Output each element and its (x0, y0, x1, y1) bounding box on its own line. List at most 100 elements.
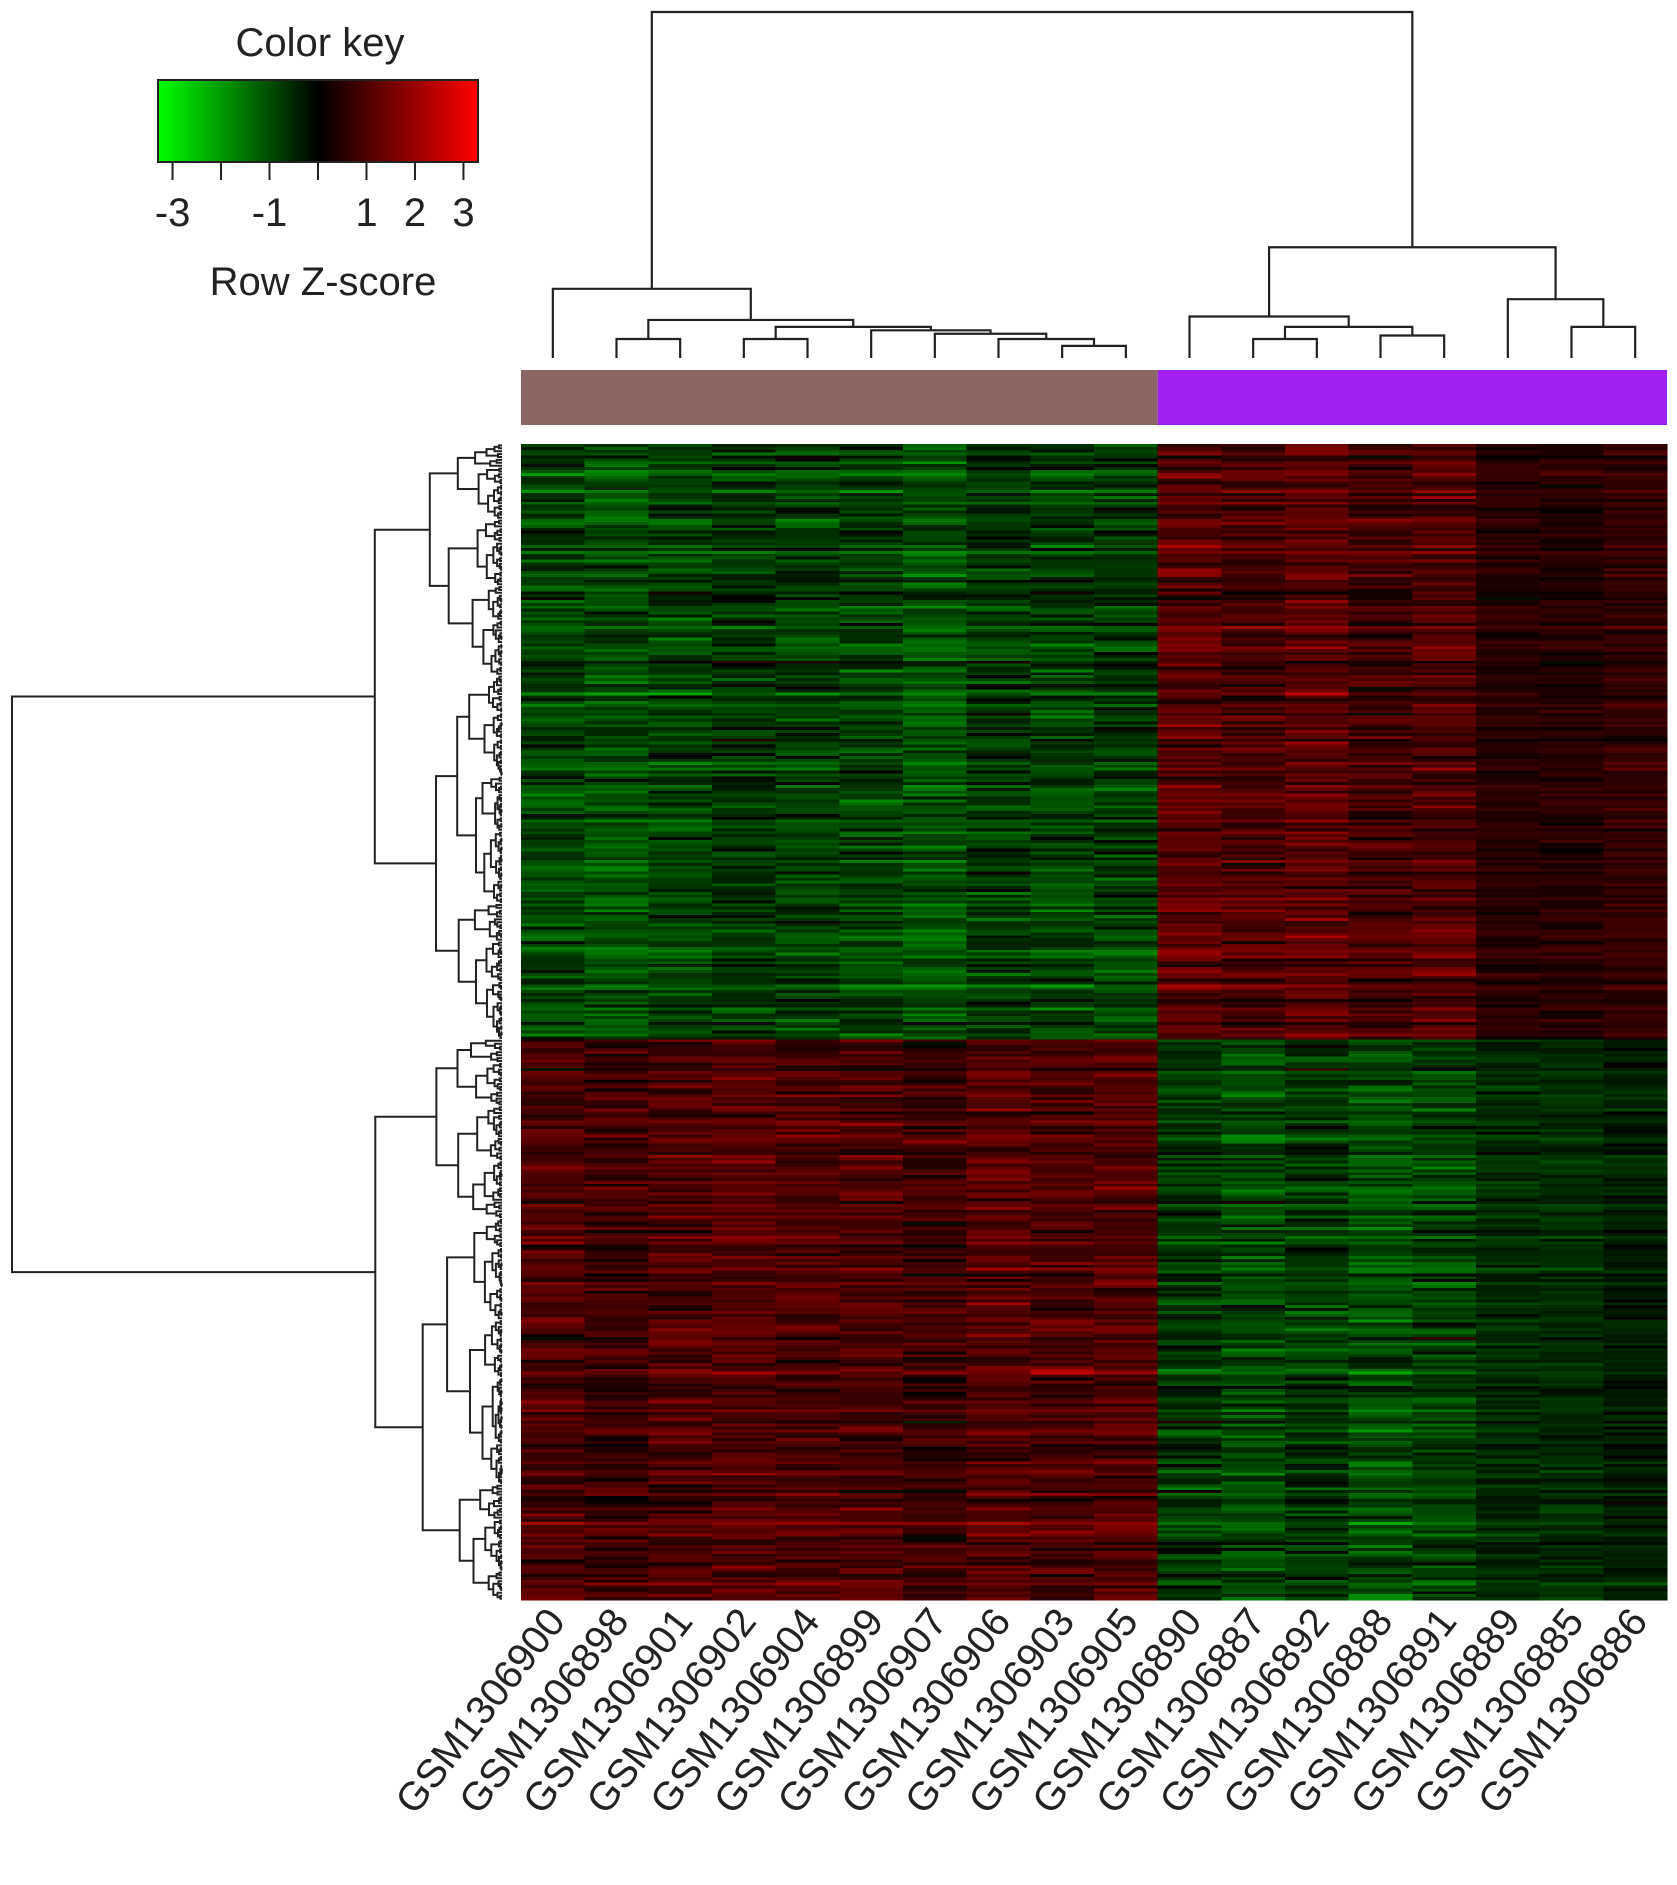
heatmap-cell (903, 979, 967, 982)
heatmap-cell (839, 970, 903, 973)
heatmap-cell (648, 768, 712, 771)
heatmap-cell (1158, 1143, 1222, 1146)
heatmap-cell (585, 814, 649, 817)
heatmap-cell (1349, 1155, 1413, 1158)
row-dendrogram-link (475, 910, 490, 929)
heatmap-cell (585, 1083, 649, 1086)
heatmap-cell (903, 464, 967, 467)
heatmap-cell (903, 583, 967, 586)
heatmap-cell (1158, 776, 1222, 779)
heatmap-cell (712, 528, 776, 531)
heatmap-cell (967, 464, 1031, 467)
heatmap-cell (839, 938, 903, 941)
heatmap-cell (1030, 976, 1094, 979)
heatmap-cell (1540, 811, 1604, 814)
heatmap-cell (1030, 1126, 1094, 1129)
heatmap-cell (1094, 502, 1158, 505)
heatmap-cell (1030, 675, 1094, 678)
heatmap-cell (1285, 1109, 1349, 1112)
heatmap-cell (839, 984, 903, 987)
heatmap-cell (1030, 1045, 1094, 1048)
heatmap-cell (1412, 904, 1476, 907)
heatmap-cell (648, 935, 712, 938)
heatmap-cell (1285, 1132, 1349, 1135)
heatmap-cell (1094, 1161, 1158, 1164)
heatmap-cell (1540, 617, 1604, 620)
heatmap-cell (712, 1036, 776, 1039)
heatmap-cell (1221, 597, 1285, 600)
heatmap-cell (839, 531, 903, 534)
heatmap-cell (1030, 571, 1094, 574)
heatmap-cell (712, 594, 776, 597)
heatmap-cell (585, 1062, 649, 1065)
heatmap-cell (1349, 1077, 1413, 1080)
heatmap-cell (521, 1045, 585, 1048)
heatmap-cell (521, 756, 585, 759)
heatmap-cell (903, 938, 967, 941)
heatmap-cell (1349, 1100, 1413, 1103)
heatmap-cell (712, 571, 776, 574)
heatmap-cell (712, 878, 776, 881)
heatmap-cell (521, 811, 585, 814)
heatmap-cell (1030, 551, 1094, 554)
heatmap-cell (712, 672, 776, 675)
heatmap-cell (1158, 484, 1222, 487)
heatmap-cell (1540, 1091, 1604, 1094)
heatmap-cell (967, 799, 1031, 802)
heatmap-cell (1476, 970, 1540, 973)
heatmap-cell (1030, 484, 1094, 487)
heatmap-cell (1603, 652, 1667, 655)
heatmap-cell (1030, 562, 1094, 565)
heatmap-cell (1094, 536, 1158, 539)
heatmap-cell (1030, 615, 1094, 618)
heatmap-cell (1603, 629, 1667, 632)
heatmap-cell (521, 641, 585, 644)
heatmap-cell (903, 808, 967, 811)
heatmap-cell (903, 1008, 967, 1011)
heatmap-cell (1603, 1161, 1667, 1164)
heatmap-cell (776, 771, 840, 774)
heatmap-cell (903, 811, 967, 814)
heatmap-cell (776, 1080, 840, 1083)
heatmap-cell (1603, 935, 1667, 938)
heatmap-cell (585, 1091, 649, 1094)
heatmap-cell (1030, 906, 1094, 909)
heatmap-cell (1094, 762, 1158, 765)
heatmap-cell (1030, 1135, 1094, 1138)
heatmap-cell (1094, 927, 1158, 930)
heatmap-cell (903, 950, 967, 953)
heatmap-cell (1158, 863, 1222, 866)
heatmap-cell (1603, 875, 1667, 878)
heatmap-cell (1030, 528, 1094, 531)
row-dendrogram-link (501, 1418, 502, 1422)
heatmap-cell (967, 964, 1031, 967)
heatmap-cell (1221, 623, 1285, 626)
heatmap-cell (712, 1152, 776, 1155)
heatmap-cell (585, 886, 649, 889)
row-dendrogram-link (501, 1457, 502, 1460)
heatmap-cell (1540, 672, 1604, 675)
heatmap-cell (1158, 906, 1222, 909)
heatmap-cell (648, 1016, 712, 1019)
heatmap-cell (1094, 620, 1158, 623)
heatmap-cell (1603, 785, 1667, 788)
heatmap-cell (903, 580, 967, 583)
heatmap-cell (712, 519, 776, 522)
heatmap-cell (1603, 1031, 1667, 1034)
heatmap-cell (1221, 820, 1285, 823)
heatmap-cell (1349, 554, 1413, 557)
heatmap-cell (521, 577, 585, 580)
heatmap-cell (1030, 1112, 1094, 1115)
heatmap-cell (1540, 1060, 1604, 1063)
heatmap-cell (967, 1155, 1031, 1158)
heatmap-cell (712, 834, 776, 837)
heatmap-cell (1285, 554, 1349, 557)
heatmap-cell (903, 915, 967, 918)
heatmap-cell (1158, 857, 1222, 860)
heatmap-cell (521, 834, 585, 837)
heatmap-cell (1349, 993, 1413, 996)
heatmap-cell (712, 1034, 776, 1037)
row-dendrogram-link (501, 787, 502, 790)
heatmap-cell (1158, 620, 1222, 623)
heatmap-cell (1349, 1065, 1413, 1068)
